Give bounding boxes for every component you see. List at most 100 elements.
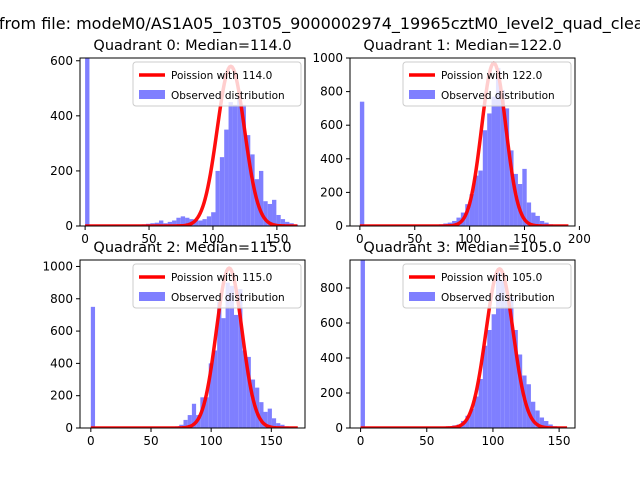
histogram-bar	[530, 401, 536, 428]
axes-frame	[349, 57, 576, 227]
histogram-bar	[193, 219, 199, 226]
legend-fit-label: Poission with 114.0	[171, 70, 272, 82]
histogram-bar	[259, 402, 264, 428]
histogram-bar	[242, 350, 247, 428]
histogram-bar	[204, 397, 209, 428]
legend: Poission with 115.0 Observed distribution	[132, 263, 302, 309]
legend-box	[402, 263, 572, 309]
legend: Poission with 122.0 Observed distribution	[402, 61, 572, 107]
panel-title: Quadrant 2: Median=115.0	[93, 240, 291, 256]
histogram-bar	[469, 194, 475, 226]
histogram-bars	[360, 260, 566, 428]
histogram-bar	[469, 408, 475, 428]
histogram-bar	[517, 354, 523, 428]
legend-fit-label: Poission with 115.0	[171, 272, 272, 284]
y-tick-label: 0	[335, 219, 343, 233]
x-tick-label: 0	[81, 232, 89, 246]
histogram-bar	[172, 220, 177, 226]
histogram-bar	[206, 216, 212, 226]
histogram-bar	[491, 96, 496, 226]
figure-title: Data from file: modeM0/AS1A05_103T05_900…	[0, 14, 640, 34]
histogram-bar	[272, 199, 277, 226]
histogram-bar	[224, 129, 229, 226]
y-tick-label: 1000	[42, 259, 73, 273]
histogram-bar	[531, 212, 536, 226]
histogram-bar	[526, 384, 531, 428]
y-tick-label: 400	[50, 356, 73, 370]
histogram-bar	[212, 350, 218, 428]
axes-frame	[79, 259, 306, 429]
poisson-fit-line	[84, 64, 298, 226]
y-tick-label: 200	[320, 185, 343, 199]
legend-hist-swatch	[409, 90, 435, 99]
axes-frame	[79, 57, 306, 227]
legend-fit-label: Poission with 105.0	[441, 272, 542, 284]
y-tick-label: 200	[50, 164, 73, 178]
histogram-bar	[202, 219, 207, 226]
legend-hist-label: Observed distribution	[171, 90, 285, 102]
histogram-bar	[509, 150, 514, 226]
histogram-bar	[221, 318, 226, 428]
histogram-bar	[280, 219, 286, 226]
histogram-bar	[263, 201, 268, 226]
y-tick-label: 800	[320, 281, 343, 295]
x-tick-label: 150	[260, 434, 283, 448]
legend-hist-swatch	[139, 292, 165, 301]
x-tick-label: 100	[458, 232, 481, 246]
y-tick-label: 0	[335, 421, 343, 435]
y-tick-label: 800	[50, 292, 73, 306]
histogram-bar	[238, 289, 243, 428]
histogram-bar	[208, 363, 213, 428]
histogram-bar	[191, 403, 197, 428]
histogram-bar	[276, 214, 281, 226]
histogram-bar	[482, 130, 488, 226]
histogram-bar	[245, 135, 251, 226]
histogram-bar	[544, 421, 549, 428]
histogram-bar	[187, 415, 192, 428]
y-tick-label: 800	[320, 85, 343, 99]
histogram-bar	[234, 314, 239, 428]
x-tick-label: 0	[357, 434, 365, 448]
chart-panels: 0 50 100 150 0 200 400 600 Quadrant 0: Median=11…	[42, 38, 590, 448]
x-tick-label: 50	[419, 434, 434, 448]
legend-box	[132, 61, 302, 107]
histogram-bar	[267, 203, 273, 226]
histogram-bar	[487, 330, 492, 428]
x-tick-label: 150	[548, 434, 571, 448]
poisson-fit-line	[90, 266, 299, 428]
y-tick-label: 200	[320, 386, 343, 400]
histogram-bar	[90, 306, 96, 428]
x-tick-label: 50	[141, 232, 156, 246]
poisson-fit-line	[359, 61, 570, 226]
y-tick-label: 1000	[312, 51, 343, 65]
histogram-bar	[360, 260, 365, 428]
histogram-bar	[474, 396, 479, 428]
panel-quadrant-2: 0 50 100 150 0 200 400 600 800 1000 Quadrant 2: Me…	[42, 240, 306, 448]
histogram-bar	[504, 108, 510, 226]
x-tick-label: 50	[143, 434, 158, 448]
legend-box	[132, 263, 302, 309]
histogram-bar	[176, 217, 181, 226]
y-tick-label: 600	[320, 118, 343, 132]
y-tick-label: 600	[50, 324, 73, 338]
legend: Poission with 105.0 Observed distribution	[402, 263, 572, 309]
histogram-bar	[500, 89, 505, 226]
histogram-bar	[85, 58, 90, 226]
legend-hist-label: Observed distribution	[441, 90, 555, 102]
y-tick-label: 400	[320, 152, 343, 166]
histogram-bar	[539, 220, 545, 226]
y-tick-label: 600	[50, 54, 73, 68]
histogram-bar	[359, 101, 365, 226]
y-tick-label: 400	[50, 109, 73, 123]
histogram-bar	[198, 220, 203, 226]
poisson-fit-line	[360, 267, 568, 428]
histogram-bar	[276, 423, 281, 428]
histogram-bar	[474, 175, 479, 226]
histogram-bar	[478, 170, 483, 226]
histogram-bar	[228, 102, 233, 226]
histogram-bar	[271, 418, 277, 428]
histogram-bar	[539, 417, 545, 428]
histogram-bar	[500, 281, 505, 428]
histogram-bar	[504, 300, 510, 428]
